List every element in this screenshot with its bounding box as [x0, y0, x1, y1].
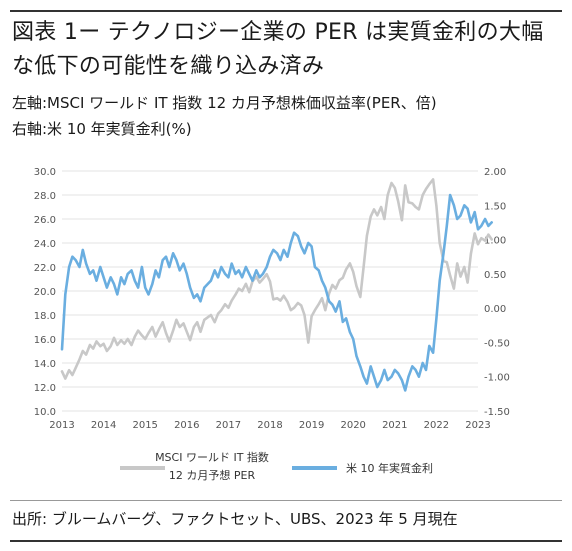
left-tick-label: 24.0 — [34, 239, 56, 250]
top-rule — [10, 10, 562, 12]
right-tick-label: -1.50 — [484, 407, 510, 418]
x-tick-label: 2014 — [91, 420, 116, 431]
legend-label-per-line1: MSCI ワールド IT 指数 — [155, 450, 269, 464]
right-tick-label: 0.50 — [484, 270, 506, 281]
left-tick-label: 16.0 — [34, 335, 56, 346]
legend: MSCI ワールド IT 指数 12 カ月予想 PER 米 10 年実質金利 — [120, 450, 433, 482]
x-tick-label: 2018 — [257, 420, 282, 431]
right-y-axis: -1.50 -1.00 -0.50 0.00 0.50 1.00 1.50 2.00 — [484, 167, 510, 418]
x-tick-label: 2013 — [49, 420, 74, 431]
left-tick-label: 26.0 — [34, 215, 56, 226]
x-tick-label: 2016 — [174, 420, 199, 431]
right-axis-note: 右軸:米 10 年実質金利(%) — [12, 120, 192, 138]
left-tick-label: 10.0 — [34, 407, 56, 418]
right-tick-label: 2.00 — [484, 167, 506, 178]
x-tick-label: 2015 — [132, 420, 157, 431]
left-tick-label: 20.0 — [34, 287, 56, 298]
right-tick-label: 0.00 — [484, 304, 506, 315]
left-tick-label: 30.0 — [34, 167, 56, 178]
source-note: 出所: ブルームバーグ、ファクトセット、UBS、2023 年 5 月現在 — [12, 510, 458, 528]
left-axis-note: 左軸:MSCI ワールド IT 指数 12 カ月予想株価収益率(PER、倍) — [12, 94, 437, 112]
x-tick-label: 2020 — [340, 420, 365, 431]
footer-rule — [10, 500, 562, 501]
right-tick-label: -0.50 — [484, 338, 510, 349]
x-axis: 2013 2014 2015 2016 2017 2018 2019 2020 2021 2022… — [49, 420, 490, 431]
right-tick-label: 1.50 — [484, 201, 506, 212]
series-lines — [60, 178, 494, 392]
left-y-axis: 10.0 12.0 14.0 16.0 18.0 20.0 22.0 24.0 26.0 28.0… — [34, 167, 56, 418]
chart-title: 図表 1ー テクノロジー企業の PER は実質金利の大幅な低下の可能性を織り込み… — [12, 20, 544, 79]
real-rate-series-line — [60, 193, 494, 392]
legend-label-rate: 米 10 年実質金利 — [346, 461, 433, 475]
x-tick-label: 2019 — [299, 420, 324, 431]
grid — [62, 170, 478, 412]
right-tick-label: 1.00 — [484, 236, 506, 247]
x-tick-label: 2017 — [216, 420, 241, 431]
left-tick-label: 22.0 — [34, 263, 56, 274]
x-tick-label: 2023 — [465, 420, 490, 431]
per-series-line — [60, 178, 494, 380]
legend-label-per-line2: 12 カ月予想 PER — [169, 468, 256, 482]
left-tick-label: 18.0 — [34, 311, 56, 322]
bottom-rule — [10, 540, 562, 542]
chart: 10.0 12.0 14.0 16.0 18.0 20.0 22.0 24.0 26.0 28.0… — [34, 167, 510, 482]
x-tick-label: 2022 — [424, 420, 449, 431]
right-tick-label: -1.00 — [484, 373, 510, 384]
left-tick-label: 14.0 — [34, 359, 56, 370]
left-tick-label: 28.0 — [34, 191, 56, 202]
x-tick-label: 2021 — [382, 420, 407, 431]
left-tick-label: 12.0 — [34, 383, 56, 394]
